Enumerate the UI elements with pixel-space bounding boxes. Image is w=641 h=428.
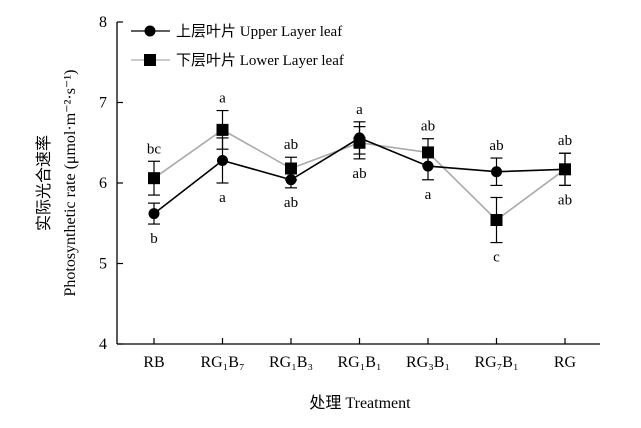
series-layer: [148, 109, 571, 244]
x-tick-label: RG₃B₁: [406, 354, 450, 371]
y-tick-label: 4: [99, 336, 107, 353]
y-axis-title-en: Photosynthetic rate (μmol·m⁻²·s⁻¹): [62, 69, 79, 296]
significance-letter: ab: [352, 166, 366, 182]
significance-letter: b: [150, 231, 158, 247]
significance-letter: ab: [284, 195, 298, 211]
series-upper: [148, 121, 571, 225]
significance-letter: bc: [147, 141, 162, 157]
significance-letter: a: [219, 91, 226, 107]
x-tick-label: RG₁B₃: [269, 354, 313, 371]
x-axis-title: 处理 Treatment: [309, 394, 411, 412]
significance-letter: ab: [558, 133, 572, 149]
data-point: [559, 163, 571, 175]
plot-axes: 4 5 6 7 8 RB RG₁B₇ RG₁B₃ RG₁B₁ RG₃B₁ RG₇B₁ RG: [99, 14, 600, 371]
data-point: [148, 172, 160, 185]
x-tick-label: RG: [554, 354, 577, 371]
legend-lower-label: 下层叶片 Lower Layer leaf: [176, 52, 344, 69]
significance-letter: c: [493, 250, 500, 266]
data-point: [217, 154, 228, 166]
significance-letter: ab: [421, 119, 435, 135]
legend-lower-marker: [144, 54, 156, 66]
y-tick-label: 8: [99, 14, 107, 31]
x-tick-label: RB: [143, 354, 164, 371]
y-tick-label: 5: [99, 256, 107, 273]
significance-letter: ab: [558, 192, 572, 208]
data-point: [491, 166, 502, 178]
significance-letter: a: [219, 190, 226, 206]
data-point: [285, 174, 297, 186]
data-point: [148, 208, 160, 220]
x-tick-label: RG₁B₁: [337, 354, 381, 371]
significance-letter: a: [356, 102, 363, 118]
significance-letters: bc b a a ab ab a ab ab a ab c ab ab: [147, 91, 572, 266]
y-ticks: 4 5 6 7 8: [99, 14, 123, 353]
significance-letter: ab: [489, 138, 503, 154]
y-tick-label: 6: [99, 175, 107, 192]
legend-upper-label: 上层叶片 Upper Layer leaf: [176, 23, 342, 40]
legend: 上层叶片 Upper Layer leaf 下层叶片 Lower Layer l…: [131, 23, 344, 69]
data-point: [216, 123, 229, 136]
y-tick-label: 7: [99, 95, 107, 112]
significance-letter: a: [425, 187, 432, 203]
x-tick-label: RG₁B₇: [200, 354, 244, 371]
legend-upper-marker: [144, 25, 156, 37]
x-tick-label: RG₇B₁: [474, 354, 518, 371]
significance-letter: ab: [284, 137, 298, 153]
data-point: [422, 160, 434, 172]
x-ticks: RB RG₁B₇ RG₁B₃ RG₁B₁ RG₃B₁ RG₇B₁ RG: [143, 338, 577, 371]
y-axis-title-zh: 实际光合速率: [35, 135, 53, 231]
data-point: [490, 214, 503, 227]
data-point: [354, 132, 365, 144]
